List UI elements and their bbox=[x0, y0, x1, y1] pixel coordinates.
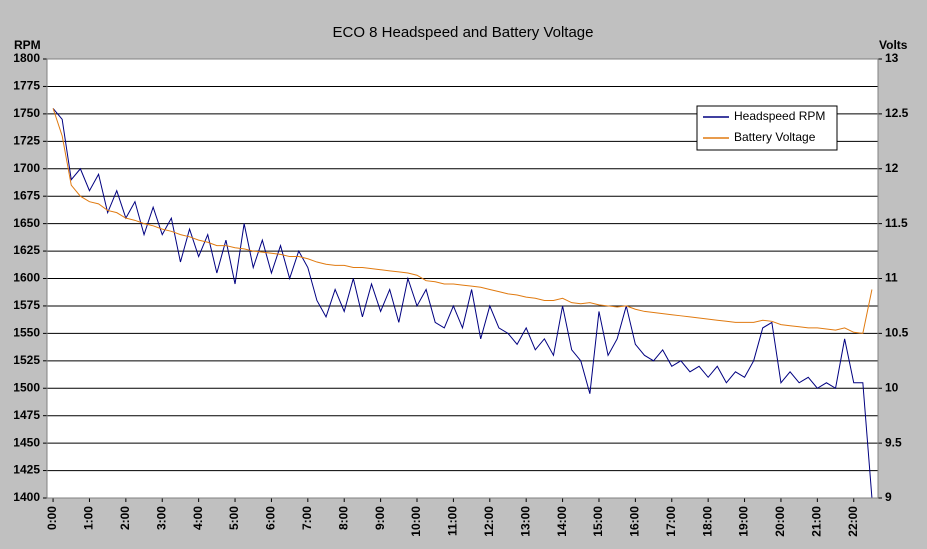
y-tick-label: 1475 bbox=[13, 408, 40, 422]
y-tick-label: 1500 bbox=[13, 380, 40, 394]
x-tick-label: 2:00 bbox=[118, 506, 132, 530]
x-tick-label: 0:00 bbox=[45, 506, 59, 530]
y-tick-label: 1650 bbox=[13, 216, 40, 230]
plot-border bbox=[46, 58, 879, 499]
x-tick-label: 10:00 bbox=[409, 506, 423, 537]
y2-axis-label: Volts bbox=[879, 38, 908, 52]
x-tick-label: 17:00 bbox=[664, 506, 678, 537]
legend-label: Battery Voltage bbox=[734, 130, 816, 144]
y2-tick-label: 12.5 bbox=[885, 106, 909, 120]
y2-tick-label: 13 bbox=[885, 51, 899, 65]
x-tick-label: 14:00 bbox=[555, 506, 569, 537]
y-tick-label: 1750 bbox=[13, 106, 40, 120]
x-tick-label: 16:00 bbox=[628, 506, 642, 537]
y-tick-label: 1800 bbox=[13, 51, 40, 65]
y2-tick-label: 9.5 bbox=[885, 435, 902, 449]
chart-title: ECO 8 Headspeed and Battery Voltage bbox=[332, 24, 593, 41]
y-tick-label: 1450 bbox=[13, 435, 40, 449]
x-tick-label: 5:00 bbox=[227, 506, 241, 530]
y2-tick-label: 11.5 bbox=[885, 216, 908, 230]
x-tick-label: 4:00 bbox=[191, 506, 205, 530]
x-tick-label: 11:00 bbox=[446, 506, 460, 536]
y2-tick-label: 11 bbox=[885, 271, 898, 285]
y-tick-label: 1625 bbox=[13, 243, 40, 257]
legend-label: Headspeed RPM bbox=[734, 109, 825, 123]
x-tick-label: 8:00 bbox=[336, 506, 350, 530]
y2-tick-label: 10 bbox=[885, 380, 899, 394]
y2-tick-label: 9 bbox=[885, 490, 892, 504]
x-tick-label: 7:00 bbox=[300, 506, 314, 530]
y-tick-label: 1700 bbox=[13, 161, 40, 175]
y-axis-label: RPM bbox=[14, 38, 41, 52]
legend-box bbox=[696, 105, 838, 151]
y-tick-label: 1725 bbox=[13, 133, 40, 147]
x-tick-label: 18:00 bbox=[700, 506, 714, 537]
x-tick-label: 1:00 bbox=[82, 506, 96, 530]
x-tick-label: 19:00 bbox=[737, 506, 751, 537]
x-tick-label: 3:00 bbox=[154, 506, 168, 530]
y-tick-label: 1425 bbox=[13, 463, 40, 477]
series-line bbox=[52, 108, 873, 499]
y-tick-label: 1775 bbox=[13, 79, 40, 93]
x-tick-label: 6:00 bbox=[264, 506, 278, 530]
y-tick-label: 1550 bbox=[13, 326, 40, 340]
x-tick-label: 15:00 bbox=[591, 506, 605, 537]
y-tick-label: 1600 bbox=[13, 271, 40, 285]
y2-tick-label: 12 bbox=[885, 161, 899, 175]
y-tick-label: 1525 bbox=[13, 353, 40, 367]
x-tick-label: 12:00 bbox=[482, 506, 496, 537]
series-line bbox=[52, 108, 873, 334]
x-tick-label: 22:00 bbox=[846, 506, 860, 537]
x-tick-label: 9:00 bbox=[373, 506, 387, 530]
y-tick-label: 1675 bbox=[13, 188, 40, 202]
y-tick-label: 1400 bbox=[13, 490, 40, 504]
x-tick-label: 21:00 bbox=[810, 506, 824, 537]
x-tick-label: 20:00 bbox=[773, 506, 787, 537]
y-tick-label: 1575 bbox=[13, 298, 40, 312]
y2-tick-label: 10.5 bbox=[885, 326, 909, 340]
x-tick-label: 13:00 bbox=[518, 506, 532, 537]
